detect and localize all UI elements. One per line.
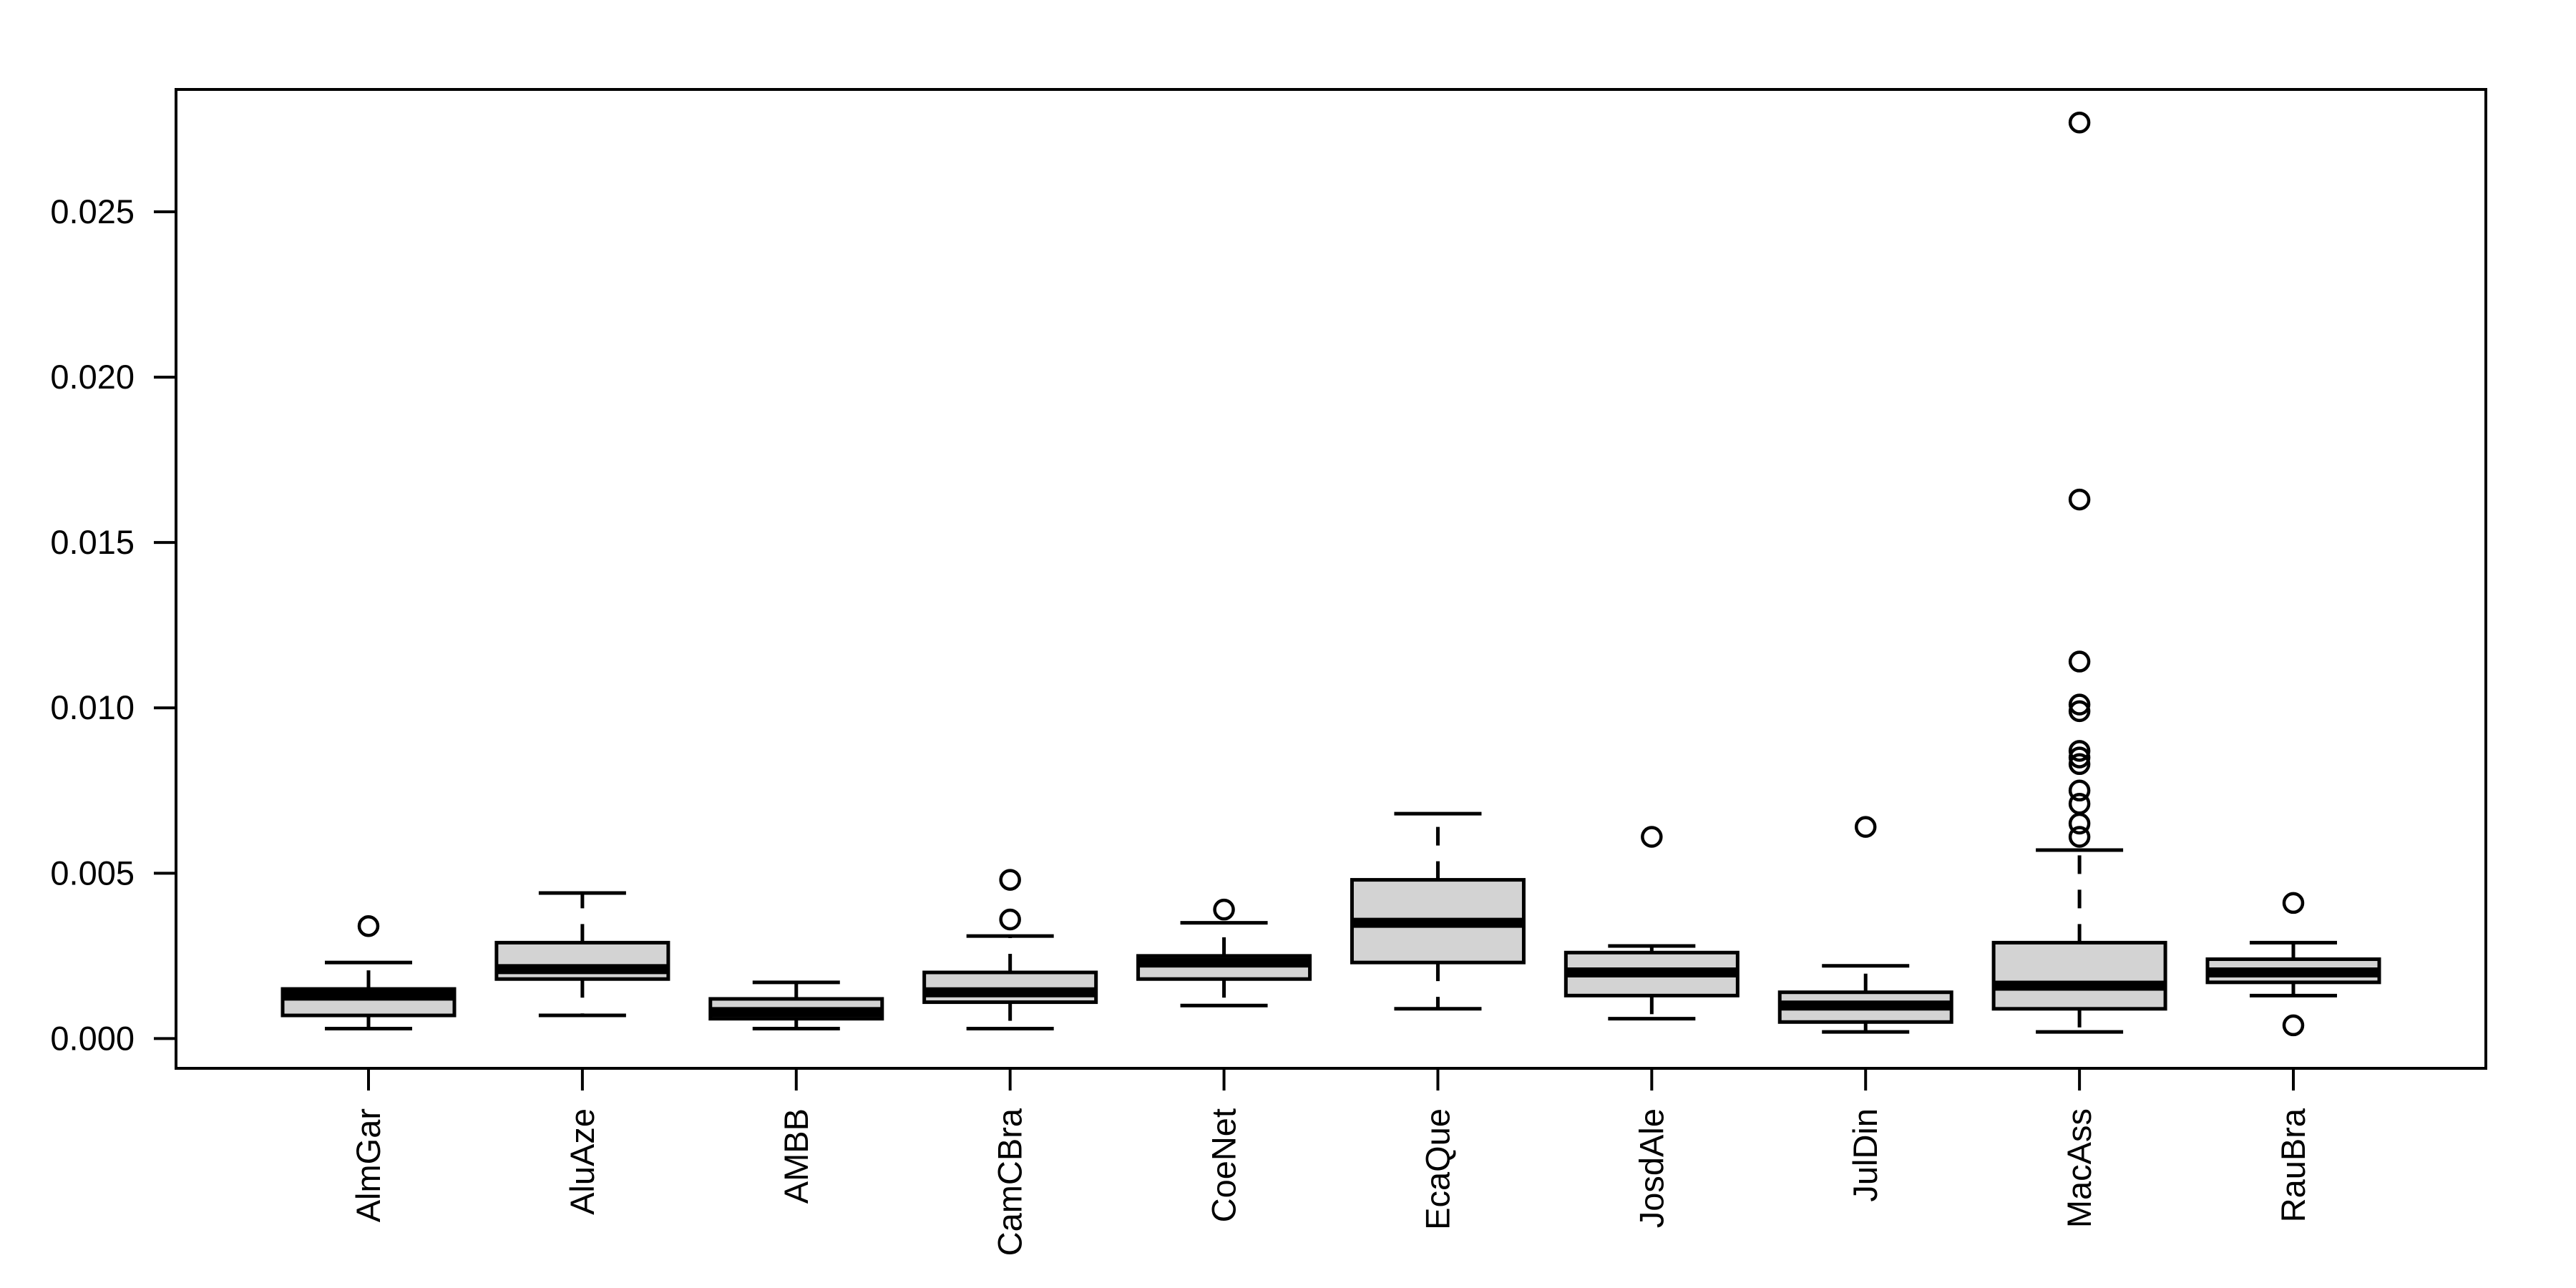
outlier-point <box>999 869 1021 891</box>
x-tick-label: CoeNet <box>1205 1108 1243 1222</box>
y-tick-label: 0.000 <box>50 1019 135 1057</box>
outlier-point <box>2068 488 2091 511</box>
outlier-point <box>1854 816 1877 838</box>
outlier-point <box>357 915 380 937</box>
y-tick-label: 0.010 <box>50 688 135 726</box>
x-tick-label: AlmGar <box>349 1108 387 1222</box>
outlier-point <box>2068 650 2091 673</box>
y-tick-label: 0.005 <box>50 854 135 892</box>
outlier-point <box>1641 826 1663 848</box>
x-tick-label: JosdAle <box>1632 1108 1670 1228</box>
outlier-point <box>2068 793 2091 815</box>
outlier-point <box>2068 812 2091 835</box>
outlier-point <box>1213 898 1235 921</box>
y-tick-label: 0.015 <box>50 523 135 561</box>
x-tick-label: AMBB <box>777 1108 815 1204</box>
x-tick-label: RauBra <box>2274 1108 2312 1222</box>
x-tick-label: EcaQue <box>1418 1108 1456 1230</box>
y-tick-label: 0.020 <box>50 358 135 396</box>
outlier-point <box>2282 1014 2305 1037</box>
outlier-point <box>2282 892 2305 914</box>
outlier-point <box>2068 693 2091 716</box>
plot-frame <box>175 88 2487 1070</box>
x-tick-label: AluAze <box>563 1108 601 1215</box>
outlier-point <box>2068 746 2091 769</box>
outlier-point <box>999 908 1021 931</box>
y-tick-label: 0.025 <box>50 192 135 230</box>
outlier-point <box>2068 779 2091 802</box>
x-tick-label: JulDin <box>1846 1108 1884 1202</box>
box-iqr-MacAss <box>1991 940 2167 1011</box>
x-tick-label: CamCBra <box>991 1108 1029 1256</box>
outlier-point <box>2068 826 2091 848</box>
outlier-point <box>2068 111 2091 134</box>
outlier-point <box>2068 740 2091 762</box>
outlier-point <box>2068 700 2091 723</box>
x-tick-label: MacAss <box>2060 1108 2098 1228</box>
outlier-point <box>2068 753 2091 776</box>
